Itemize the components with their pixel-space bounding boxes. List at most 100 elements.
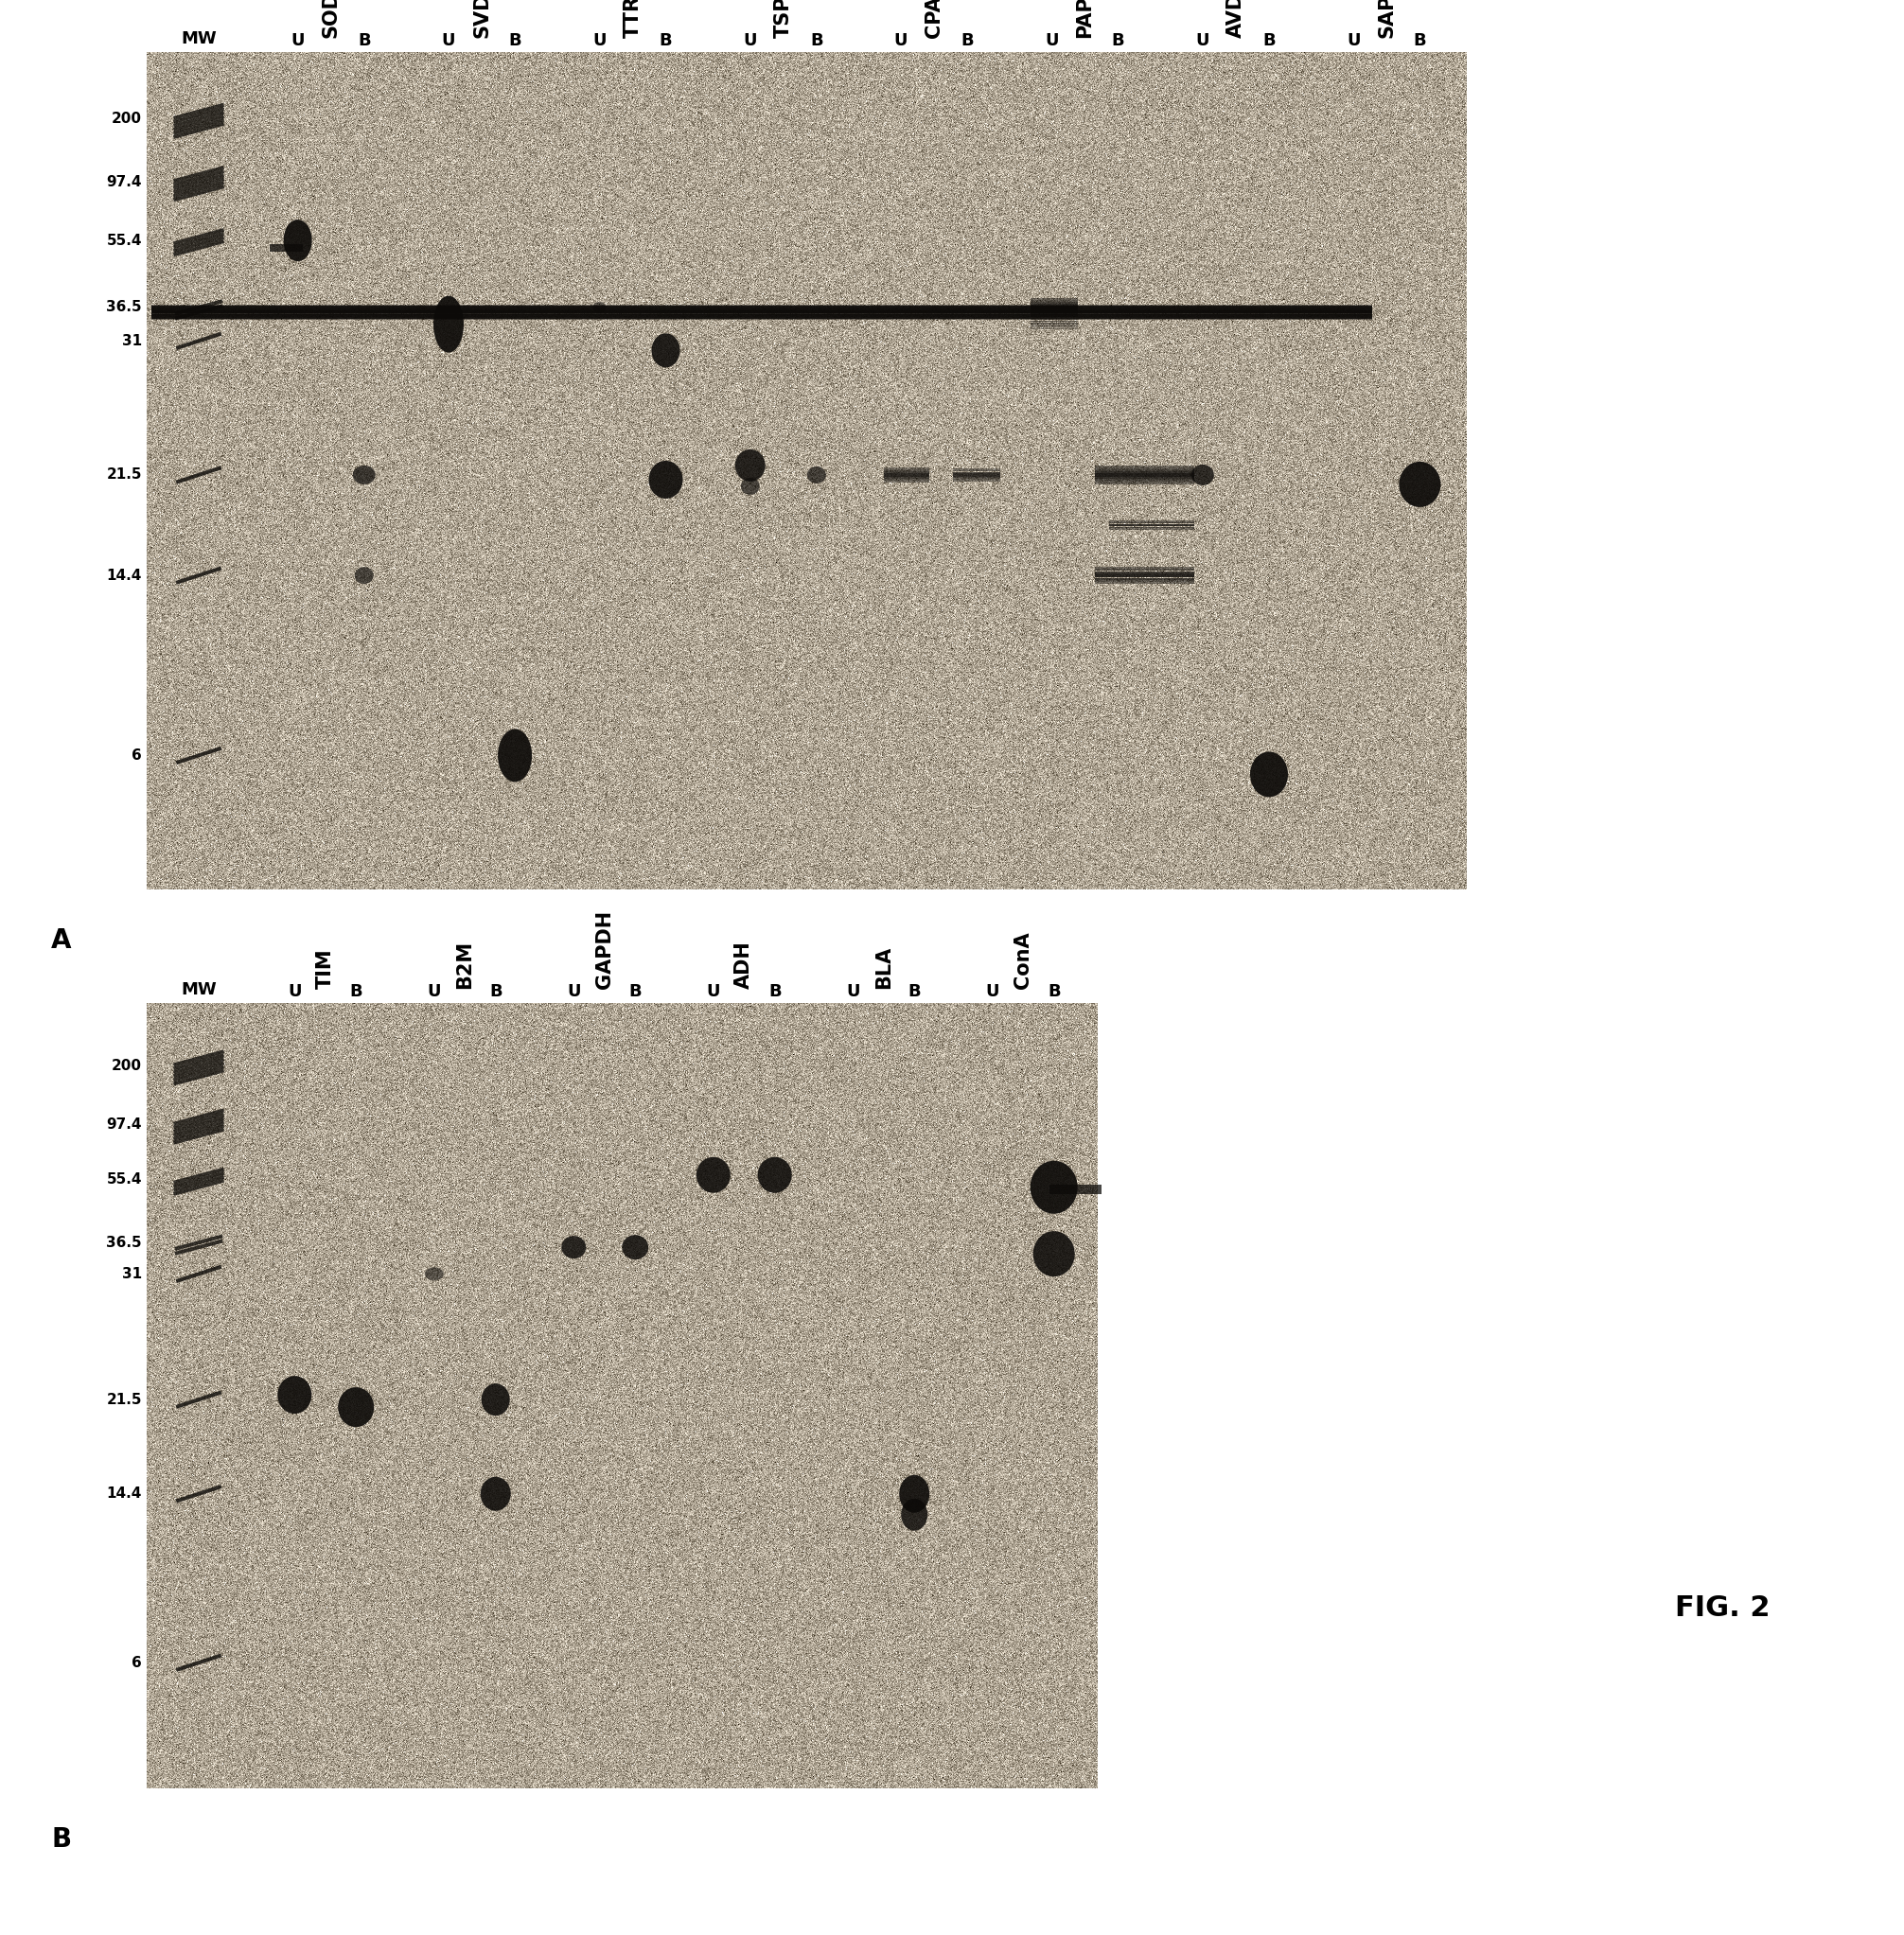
Text: U: U <box>1196 33 1209 48</box>
Text: TTR: TTR <box>623 0 642 39</box>
Text: B: B <box>350 983 362 1000</box>
Text: 21.5: 21.5 <box>107 468 143 482</box>
Text: B: B <box>769 983 781 1000</box>
Text: GAPDH: GAPDH <box>594 909 613 989</box>
Text: B: B <box>489 983 503 1000</box>
Bar <box>173 170 225 186</box>
Bar <box>173 1124 225 1142</box>
Ellipse shape <box>807 466 826 484</box>
Bar <box>173 106 225 124</box>
Text: U: U <box>592 33 605 48</box>
Ellipse shape <box>352 466 375 484</box>
Bar <box>173 1064 225 1082</box>
Bar <box>175 1654 221 1672</box>
Ellipse shape <box>480 1476 510 1511</box>
Ellipse shape <box>1192 464 1215 486</box>
Bar <box>173 1109 225 1126</box>
Text: AVD: AVD <box>1226 0 1245 39</box>
Bar <box>173 236 225 253</box>
Ellipse shape <box>697 1157 731 1194</box>
Text: 36.5: 36.5 <box>107 1235 143 1250</box>
Ellipse shape <box>651 333 680 368</box>
Ellipse shape <box>1251 751 1287 797</box>
Text: 200: 200 <box>112 1058 143 1072</box>
Text: U: U <box>426 983 442 1000</box>
Text: U: U <box>706 983 720 1000</box>
Bar <box>173 1113 225 1130</box>
Bar <box>173 184 225 201</box>
Text: SVD: SVD <box>472 0 491 39</box>
Bar <box>173 1053 225 1070</box>
Text: TSP: TSP <box>773 0 792 39</box>
Text: PAP: PAP <box>1076 0 1095 39</box>
Text: 55.4: 55.4 <box>107 1173 143 1186</box>
Ellipse shape <box>758 1157 792 1194</box>
Text: ADH: ADH <box>735 940 754 989</box>
Ellipse shape <box>562 1236 586 1258</box>
Bar <box>173 232 225 250</box>
Text: 6: 6 <box>131 749 143 762</box>
Ellipse shape <box>278 1376 312 1414</box>
Ellipse shape <box>1030 1161 1078 1213</box>
Text: 97.4: 97.4 <box>107 174 143 190</box>
Bar <box>173 1116 225 1134</box>
Text: A: A <box>51 927 72 954</box>
Text: B: B <box>1413 33 1426 48</box>
Bar <box>173 166 225 182</box>
Ellipse shape <box>354 567 373 584</box>
Text: B2M: B2M <box>455 940 474 989</box>
Ellipse shape <box>735 449 765 482</box>
Text: MW: MW <box>181 981 217 998</box>
Ellipse shape <box>284 221 312 261</box>
Ellipse shape <box>482 1384 510 1416</box>
Text: CPAP: CPAP <box>925 0 944 39</box>
Bar <box>173 1167 225 1184</box>
Bar <box>175 304 223 321</box>
Bar <box>175 1238 223 1256</box>
Ellipse shape <box>899 1474 929 1513</box>
Bar <box>1049 1184 1101 1194</box>
Text: B: B <box>508 33 522 48</box>
Bar <box>173 103 225 120</box>
Text: SAP: SAP <box>1377 0 1396 39</box>
Bar <box>173 1057 225 1074</box>
Text: B: B <box>1112 33 1125 48</box>
Text: B: B <box>628 983 642 1000</box>
Text: 31: 31 <box>122 1267 143 1281</box>
Text: FIG. 2: FIG. 2 <box>1676 1594 1771 1622</box>
Text: B: B <box>908 983 922 1000</box>
Bar <box>173 118 225 135</box>
Bar <box>175 466 221 484</box>
Bar <box>173 1120 225 1138</box>
Bar <box>173 1060 225 1078</box>
Ellipse shape <box>1034 1231 1074 1277</box>
Bar <box>173 1175 225 1192</box>
Bar <box>268 244 303 252</box>
Bar <box>173 240 225 257</box>
Text: B: B <box>659 33 672 48</box>
Bar <box>173 1128 225 1146</box>
Bar <box>173 114 225 132</box>
Ellipse shape <box>497 729 531 782</box>
Ellipse shape <box>901 1498 927 1531</box>
Text: U: U <box>986 983 1000 1000</box>
Ellipse shape <box>649 461 684 499</box>
Text: 97.4: 97.4 <box>107 1118 143 1132</box>
Text: 55.4: 55.4 <box>107 234 143 248</box>
Ellipse shape <box>434 296 465 352</box>
Bar <box>175 1391 221 1409</box>
Text: 14.4: 14.4 <box>107 569 143 582</box>
Text: U: U <box>442 33 455 48</box>
Text: B: B <box>1047 983 1061 1000</box>
Bar <box>152 306 1373 319</box>
Ellipse shape <box>592 302 605 313</box>
Text: U: U <box>567 983 581 1000</box>
Text: U: U <box>895 33 908 48</box>
Text: U: U <box>1346 33 1359 48</box>
Text: SOD: SOD <box>322 0 341 39</box>
Bar <box>175 331 221 350</box>
Bar <box>173 174 225 190</box>
Text: B: B <box>962 33 973 48</box>
Bar <box>175 1484 221 1503</box>
Text: TIM: TIM <box>316 948 335 989</box>
